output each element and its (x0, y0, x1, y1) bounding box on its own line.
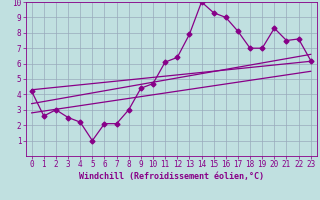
X-axis label: Windchill (Refroidissement éolien,°C): Windchill (Refroidissement éolien,°C) (79, 172, 264, 181)
